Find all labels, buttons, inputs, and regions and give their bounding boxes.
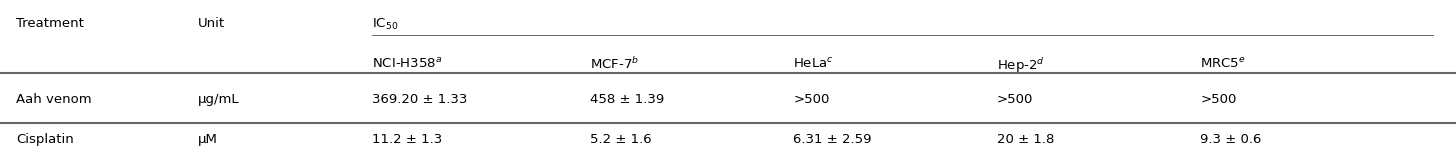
Text: HeLa$^c$: HeLa$^c$ <box>794 56 834 71</box>
Text: 369.20 ± 1.33: 369.20 ± 1.33 <box>371 93 467 106</box>
Text: >500: >500 <box>997 93 1034 106</box>
Text: μg/mL: μg/mL <box>198 93 239 106</box>
Text: Unit: Unit <box>198 17 224 30</box>
Text: >500: >500 <box>1200 93 1236 106</box>
Text: NCI-H358$^a$: NCI-H358$^a$ <box>371 56 443 71</box>
Text: MCF-7$^b$: MCF-7$^b$ <box>590 56 639 72</box>
Text: >500: >500 <box>794 93 830 106</box>
Text: MRC5$^e$: MRC5$^e$ <box>1200 56 1246 71</box>
Text: 9.3 ± 0.6: 9.3 ± 0.6 <box>1200 133 1262 146</box>
Text: Hep-2$^d$: Hep-2$^d$ <box>997 56 1044 76</box>
Text: Cisplatin: Cisplatin <box>16 133 74 146</box>
Text: μM: μM <box>198 133 217 146</box>
Text: IC$_{50}$: IC$_{50}$ <box>371 17 399 32</box>
Text: 11.2 ± 1.3: 11.2 ± 1.3 <box>371 133 443 146</box>
Text: Treatment: Treatment <box>16 17 84 30</box>
Text: 458 ± 1.39: 458 ± 1.39 <box>590 93 664 106</box>
Text: 20 ± 1.8: 20 ± 1.8 <box>997 133 1054 146</box>
Text: Aah venom: Aah venom <box>16 93 92 106</box>
Text: 5.2 ± 1.6: 5.2 ± 1.6 <box>590 133 652 146</box>
Text: 6.31 ± 2.59: 6.31 ± 2.59 <box>794 133 872 146</box>
